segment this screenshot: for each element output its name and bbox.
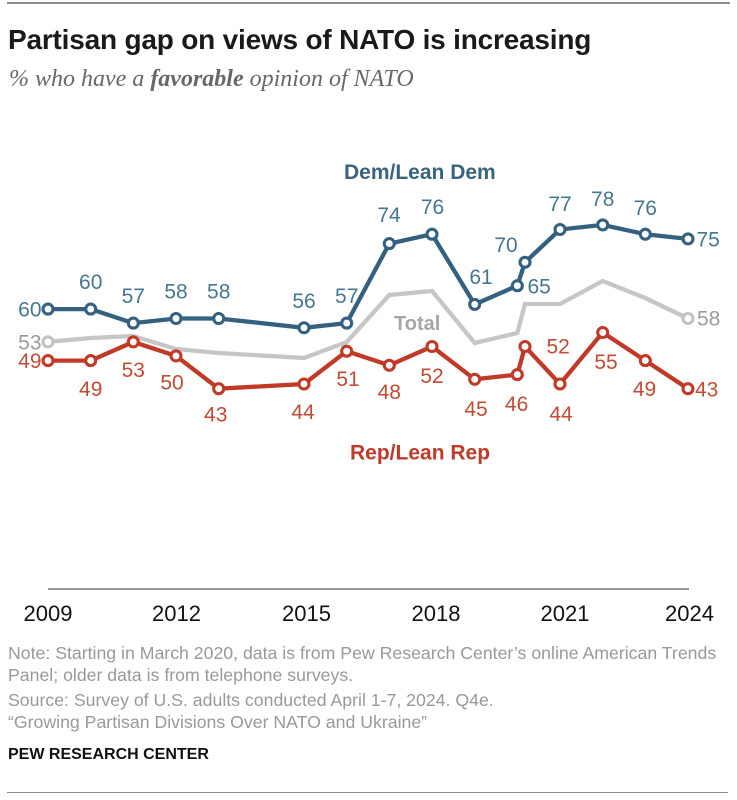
svg-text:65: 65 xyxy=(528,275,551,298)
svg-text:78: 78 xyxy=(591,188,614,211)
svg-text:70: 70 xyxy=(494,234,517,257)
svg-text:77: 77 xyxy=(548,193,571,216)
svg-text:Rep/Lean Rep: Rep/Lean Rep xyxy=(350,442,490,465)
svg-text:76: 76 xyxy=(634,197,657,220)
svg-text:44: 44 xyxy=(291,401,315,424)
svg-text:46: 46 xyxy=(505,393,528,416)
svg-text:Total: Total xyxy=(394,313,440,335)
svg-text:56: 56 xyxy=(292,290,315,313)
svg-text:55: 55 xyxy=(594,351,617,374)
svg-text:49: 49 xyxy=(633,378,656,401)
svg-text:49: 49 xyxy=(18,350,41,373)
svg-text:43: 43 xyxy=(204,404,227,427)
svg-text:76: 76 xyxy=(421,196,444,219)
svg-text:48: 48 xyxy=(378,381,401,404)
svg-text:43: 43 xyxy=(695,378,718,401)
svg-text:44: 44 xyxy=(549,403,573,426)
svg-text:74: 74 xyxy=(377,204,401,227)
svg-text:58: 58 xyxy=(164,281,187,304)
svg-text:53: 53 xyxy=(122,359,145,382)
svg-text:57: 57 xyxy=(122,285,145,308)
svg-text:58: 58 xyxy=(697,308,720,331)
svg-text:58: 58 xyxy=(207,281,230,304)
svg-text:50: 50 xyxy=(160,371,183,394)
svg-text:60: 60 xyxy=(18,299,41,322)
svg-text:61: 61 xyxy=(469,266,492,289)
svg-text:52: 52 xyxy=(420,365,443,388)
svg-text:53: 53 xyxy=(18,332,41,355)
svg-text:52: 52 xyxy=(547,336,570,359)
svg-text:51: 51 xyxy=(336,368,359,391)
svg-text:45: 45 xyxy=(464,398,487,421)
svg-text:75: 75 xyxy=(697,229,720,252)
svg-text:Dem/Lean Dem: Dem/Lean Dem xyxy=(344,161,496,184)
svg-text:57: 57 xyxy=(335,285,358,308)
svg-text:60: 60 xyxy=(79,271,102,294)
svg-text:49: 49 xyxy=(79,378,102,401)
